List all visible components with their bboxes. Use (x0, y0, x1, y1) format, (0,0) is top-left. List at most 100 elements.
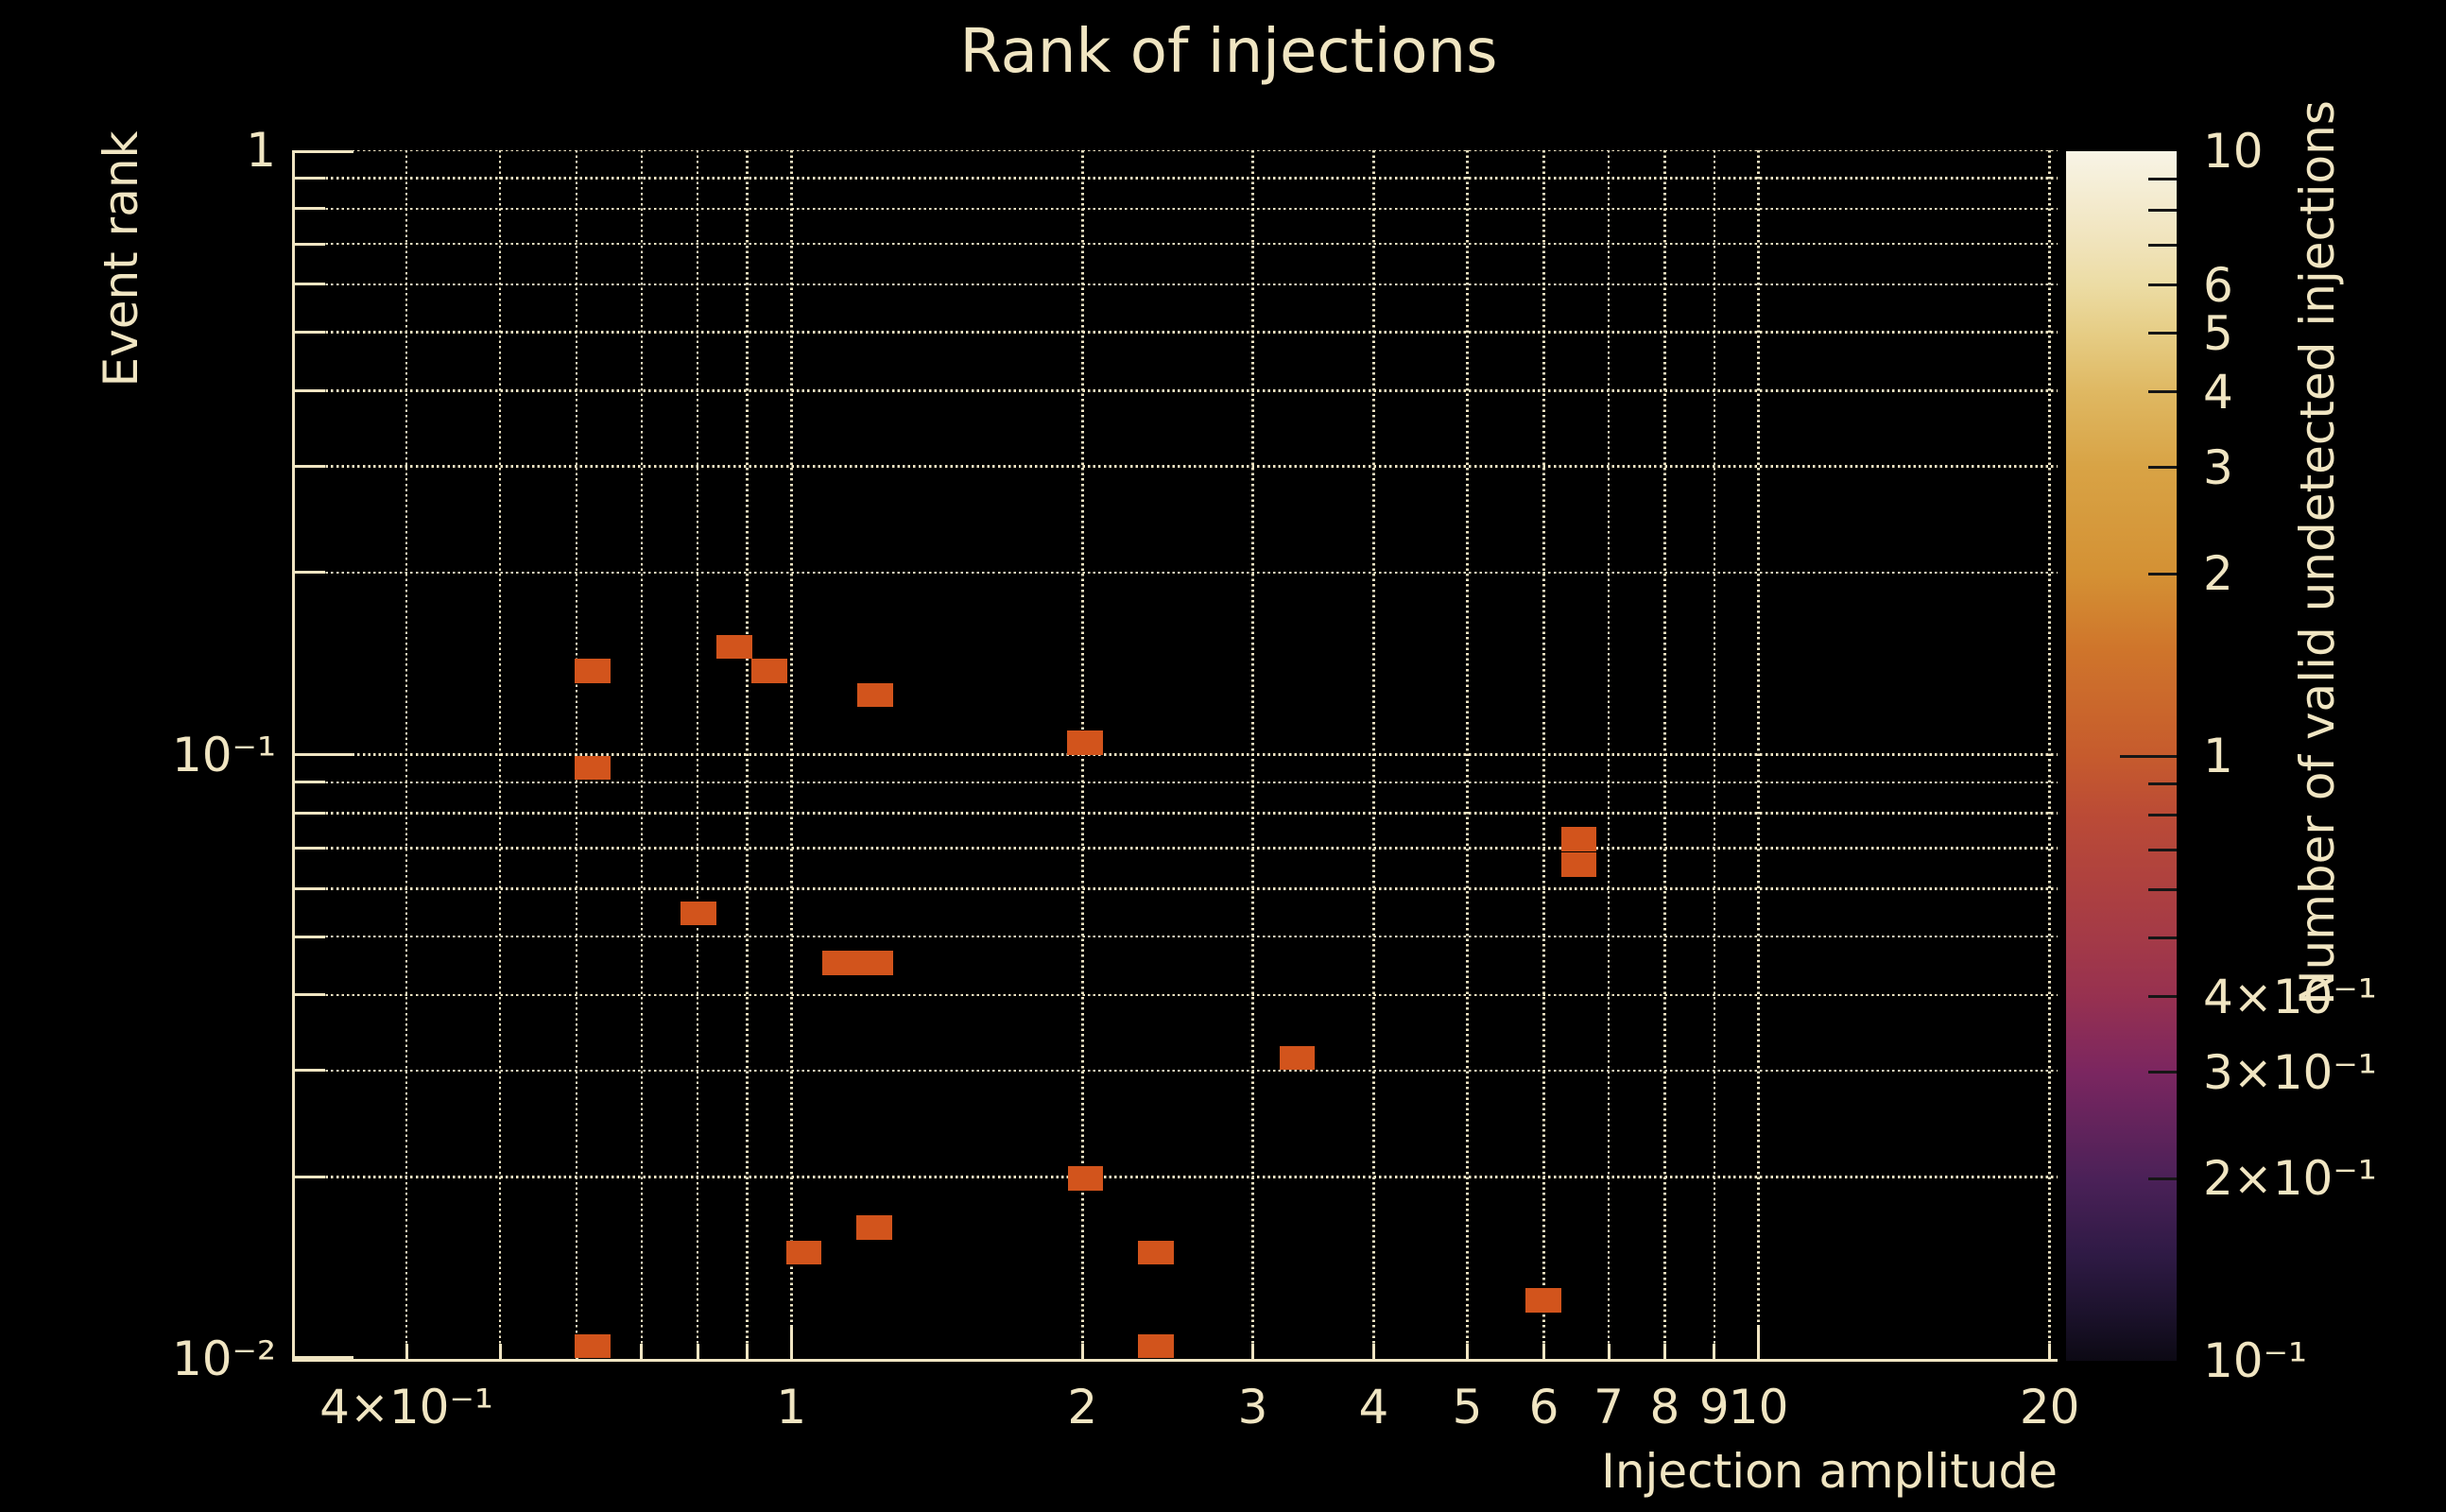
colorbar-minor-tick-mark (2148, 332, 2177, 335)
y-minor-tick-mark (294, 781, 325, 784)
x-minor-tick-mark (2048, 1344, 2052, 1359)
heatmap-cell (822, 951, 858, 975)
y-minor-tick-mark (294, 811, 325, 815)
y-minor-tick-mark (294, 283, 325, 286)
y-minor-tick-mark (294, 571, 325, 575)
x-tick-label: 6 (1528, 1380, 1559, 1435)
colorbar-gradient (2066, 151, 2177, 1361)
y-gridline (294, 781, 2058, 783)
y-gridline (294, 1069, 2058, 1073)
colorbar-tick-label: 1 (2203, 729, 2233, 783)
y-minor-tick-mark (294, 207, 325, 211)
x-minor-tick-mark (498, 1344, 502, 1359)
x-minor-tick-mark (1466, 1344, 1470, 1359)
colorbar-minor-tick-mark (2148, 782, 2177, 785)
colorbar-minor-tick-mark (2148, 466, 2177, 470)
colorbar-minor-tick-mark (2148, 243, 2177, 247)
y-gridline (294, 389, 2058, 392)
colorbar-tick-label: 3×10⁻¹ (2203, 1044, 2377, 1100)
y-gridline (294, 207, 2058, 211)
y-axis-label: Event rank (94, 130, 148, 387)
y-tick-label: 1 (246, 123, 276, 178)
colorbar-minor-tick-mark (2148, 390, 2177, 394)
y-gridline (294, 887, 2058, 890)
y-gridline (294, 331, 2058, 334)
y-major-tick-mark (294, 1356, 353, 1359)
colorbar-tick-label: 2×10⁻¹ (2203, 1151, 2377, 1207)
y-minor-tick-mark (294, 993, 325, 997)
colorbar-major-tick-mark (2120, 754, 2177, 758)
colorbar-tick-label: 4×10⁻¹ (2203, 969, 2377, 1024)
y-minor-tick-mark (294, 935, 325, 938)
colorbar-label: Number of valid undetected injections (2290, 100, 2345, 1005)
x-minor-tick-mark (1371, 1344, 1375, 1359)
colorbar-minor-tick-mark (2148, 177, 2177, 180)
x-axis-spine (292, 1359, 2058, 1362)
y-minor-tick-mark (294, 176, 325, 180)
heatmap-cell (1560, 827, 1597, 851)
y-gridline (294, 1176, 2058, 1178)
y-tick-label: 10⁻¹ (171, 727, 276, 782)
y-minor-tick-mark (294, 242, 325, 246)
plot-area (294, 150, 2058, 1359)
x-tick-label: 4 (1358, 1380, 1389, 1435)
y-gridline (294, 177, 2058, 180)
y-minor-tick-mark (294, 886, 325, 890)
y-gridline (294, 242, 2058, 246)
x-minor-tick-mark (1251, 1344, 1255, 1359)
heatmap-cell (575, 755, 611, 781)
heatmap-cell (1525, 1288, 1561, 1313)
heatmap-cell (856, 1215, 892, 1240)
x-tick-label: 1 (776, 1380, 807, 1435)
colorbar-tick-label: 3 (2203, 439, 2233, 495)
y-minor-tick-mark (294, 331, 325, 334)
heatmap-cell (1138, 1333, 1174, 1359)
y-minor-tick-mark (294, 464, 325, 468)
chart-title: Rank of injections (959, 17, 1498, 87)
x-major-tick-mark (789, 1326, 793, 1359)
y-gridline (294, 935, 2058, 938)
y-gridline (294, 993, 2058, 997)
x-minor-tick-mark (696, 1344, 699, 1359)
heatmap-cell (1067, 730, 1103, 755)
x-tick-label: 5 (1452, 1380, 1483, 1435)
x-tick-label: 2 (1067, 1380, 1098, 1435)
x-tick-label: 8 (1649, 1380, 1680, 1435)
x-tick-label: 3 (1237, 1380, 1268, 1435)
x-minor-tick-mark (1607, 1344, 1611, 1359)
x-tick-label: 7 (1593, 1380, 1624, 1435)
heatmap-cell (857, 682, 893, 708)
colorbar-minor-tick-mark (2148, 936, 2177, 940)
x-major-tick-mark (1757, 1326, 1761, 1359)
x-minor-tick-mark (1662, 1344, 1666, 1359)
y-gridline (294, 753, 2058, 756)
heatmap-cell (785, 1240, 822, 1265)
y-minor-tick-mark (294, 847, 325, 850)
x-axis-label: Injection amplitude (1601, 1444, 2058, 1499)
colorbar-minor-tick-mark (2148, 284, 2177, 287)
colorbar-tick-label: 5 (2203, 305, 2233, 361)
y-gridline (294, 571, 2058, 575)
colorbar-minor-tick-mark (2148, 813, 2177, 816)
x-minor-tick-mark (1713, 1344, 1716, 1359)
colorbar-tick-label: 10 (2203, 124, 2264, 179)
heatmap-cell (751, 659, 787, 683)
y-tick-label: 10⁻² (171, 1332, 276, 1386)
x-minor-tick-mark (745, 1344, 749, 1359)
x-tick-label: 4×10⁻¹ (319, 1380, 493, 1435)
heatmap-cell (858, 951, 894, 975)
y-minor-tick-mark (294, 388, 325, 392)
x-minor-tick-mark (405, 1344, 408, 1359)
x-tick-label: 20 (2019, 1380, 2080, 1435)
x-tick-label: 9 (1698, 1380, 1730, 1435)
y-gridline (294, 150, 2058, 152)
heatmap-cell (1067, 1166, 1104, 1191)
x-minor-tick-mark (1542, 1344, 1546, 1359)
colorbar-tick-label: 4 (2203, 364, 2233, 420)
y-major-tick-mark (294, 150, 353, 153)
colorbar-minor-tick-mark (2148, 572, 2177, 576)
colorbar-tick-label: 6 (2203, 257, 2233, 313)
y-gridline (294, 812, 2058, 815)
heatmap-cell (575, 1333, 611, 1359)
